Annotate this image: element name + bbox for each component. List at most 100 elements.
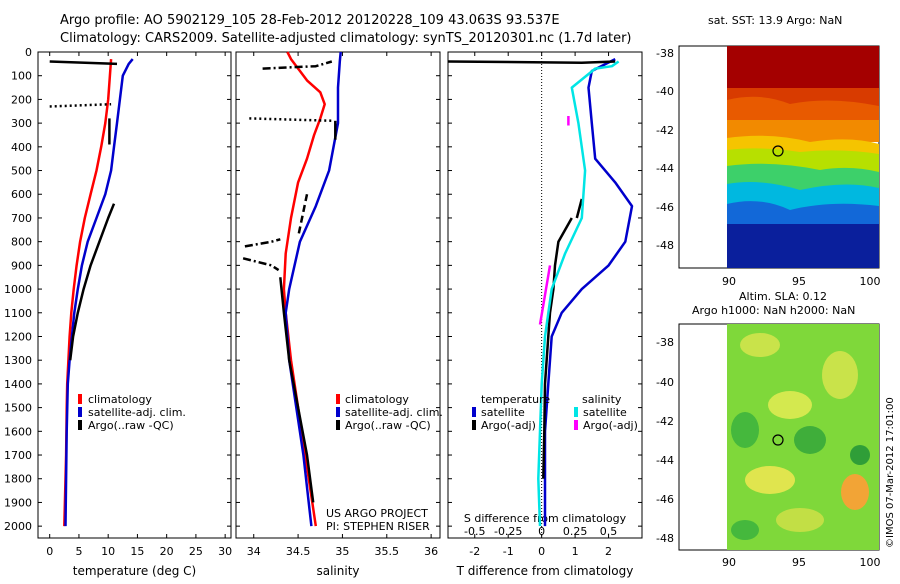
legend-label: Argo(..raw -QC)	[345, 419, 431, 432]
series-line-argo-dashed	[296, 193, 309, 238]
depth-tick-label: 1800	[4, 473, 32, 486]
lat-tick: -42	[656, 124, 674, 137]
plot-frame	[447, 51, 643, 539]
lon-tick: 95	[792, 556, 806, 569]
top-x-tick-label: 0.5	[600, 525, 618, 538]
x-tick-label: 0	[538, 545, 545, 558]
x-tick-label: 30	[218, 545, 232, 558]
title-line-1: Argo profile: AO 5902129_105 28-Feb-2012…	[60, 13, 560, 28]
legend-swatch-climatology	[78, 394, 82, 404]
x-axis-label: temperature (deg C)	[73, 564, 196, 578]
lat-tick: -42	[656, 415, 674, 428]
legend-label: climatology	[88, 393, 152, 406]
x-tick-label: 35	[335, 545, 349, 558]
lat-tick: -40	[656, 85, 674, 98]
temperature-legend: climatology satellite-adj. clim. Argo(..…	[78, 393, 186, 432]
legend-swatch-argo	[78, 420, 82, 430]
sst-map-lat-ticks: -38 -40 -42 -44 -46 -48	[656, 47, 674, 252]
series-line-argo-raw-qc-	[68, 203, 116, 361]
x-tick-label: 35.5	[375, 545, 400, 558]
depth-tick-label: 1300	[4, 354, 32, 367]
sst-map	[678, 45, 880, 269]
x-tick-label: 1	[572, 545, 579, 558]
x-tick-label: 5	[75, 545, 82, 558]
series-line-satellite-adj-clim-	[64, 58, 134, 527]
depth-tick-label: 1400	[4, 378, 32, 391]
x-tick-label: 25	[189, 545, 203, 558]
depth-tick-label: 1600	[4, 425, 32, 438]
x-tick-label: 36	[424, 545, 438, 558]
depth-tick-label: 1500	[4, 402, 32, 415]
depth-tick-label: 1700	[4, 449, 32, 462]
series-line-argo-dashdot-top	[262, 60, 333, 70]
top-x-tick-label: 0.25	[563, 525, 588, 538]
lon-tick: 90	[722, 275, 736, 288]
depth-tick-label: 200	[11, 93, 32, 106]
legend-swatch-satellite	[472, 407, 476, 417]
lon-tick: 90	[722, 556, 736, 569]
x-tick-label: 20	[160, 545, 174, 558]
x-tick-label: 10	[101, 545, 115, 558]
series-line-satellite-salinity	[537, 60, 620, 527]
legend-label: satellite	[481, 406, 525, 419]
salinity-panel: 34 34.5 35 35.5 36 salinity	[235, 51, 441, 578]
lat-tick: -48	[656, 532, 674, 545]
lon-tick: 95	[792, 275, 806, 288]
x-axis-label: salinity	[316, 564, 359, 578]
legend-label: satellite-adj. clim.	[345, 406, 443, 419]
series-line-argo-adj-deep	[542, 217, 573, 479]
depth-tick-label: 500	[11, 165, 32, 178]
legend-swatch-argo-salinity	[574, 420, 578, 430]
depth-tick-label: 700	[11, 212, 32, 225]
series-line-argo-adj-salinity-low	[538, 265, 552, 325]
series-line-argo-dashdot-low	[242, 257, 280, 272]
series-line-argo-dotted	[49, 102, 112, 108]
sst-map-title: sat. SST: 13.9 Argo: NaN	[708, 14, 842, 27]
x-tick-label: -1	[503, 545, 514, 558]
legend-label: Argo(-adj)	[481, 419, 536, 432]
depth-tick-label: 600	[11, 188, 32, 201]
depth-tick-label: 2000	[4, 520, 32, 533]
title-line-2: Climatology: CARS2009. Satellite-adjuste…	[60, 31, 632, 46]
legend-label: climatology	[345, 393, 409, 406]
lat-tick: -46	[656, 201, 674, 214]
series-line-satellite-adj-clim-	[284, 51, 342, 527]
sst-map-field	[727, 46, 879, 268]
x-tick-label: -2	[469, 545, 480, 558]
depth-tick-label: 400	[11, 141, 32, 154]
legend-title-temperature: temperature	[481, 393, 550, 406]
legend-swatch-climatology	[336, 394, 340, 404]
depth-tick-label: 900	[11, 259, 32, 272]
argo-location-marker	[772, 145, 784, 157]
series-line-argo-raw-qc-	[279, 277, 315, 503]
series-line-argo-surface	[49, 60, 118, 66]
difference-legend: temperature salinity satellite Argo(-adj…	[472, 393, 638, 432]
top-x-tick-label: -0.25	[494, 525, 522, 538]
depth-tick-label: 0	[25, 46, 32, 59]
argo-location-marker	[772, 434, 784, 446]
legend-swatch-argo	[472, 420, 476, 430]
series-line-argo-dotted	[249, 117, 334, 123]
series-line-satellite	[543, 57, 634, 527]
lon-tick: 100	[860, 275, 881, 288]
series-line-argo-dashdot-mid	[244, 238, 281, 248]
legend-swatch-argo	[336, 420, 340, 430]
lon-tick: 100	[860, 556, 881, 569]
legend-title-salinity: salinity	[582, 393, 622, 406]
lat-tick: -38	[656, 336, 674, 349]
depth-tick-label: 1100	[4, 307, 32, 320]
legend-label: satellite-adj. clim.	[88, 406, 186, 419]
lat-tick: -44	[656, 162, 674, 175]
lat-tick: -44	[656, 454, 674, 467]
x-tick-label: 34.5	[286, 545, 311, 558]
lat-tick: -38	[656, 47, 674, 60]
plot-frame	[37, 51, 232, 539]
legend-swatch-sat-salinity	[574, 407, 578, 417]
legend-swatch-satellite	[336, 407, 340, 417]
sla-map-title-1: Altim. SLA: 0.12	[739, 290, 827, 303]
sla-map-lat-ticks: -38 -40 -42 -44 -46 -48	[656, 336, 674, 545]
x-tick-label: 0	[46, 545, 53, 558]
legend-label: satellite	[583, 406, 627, 419]
